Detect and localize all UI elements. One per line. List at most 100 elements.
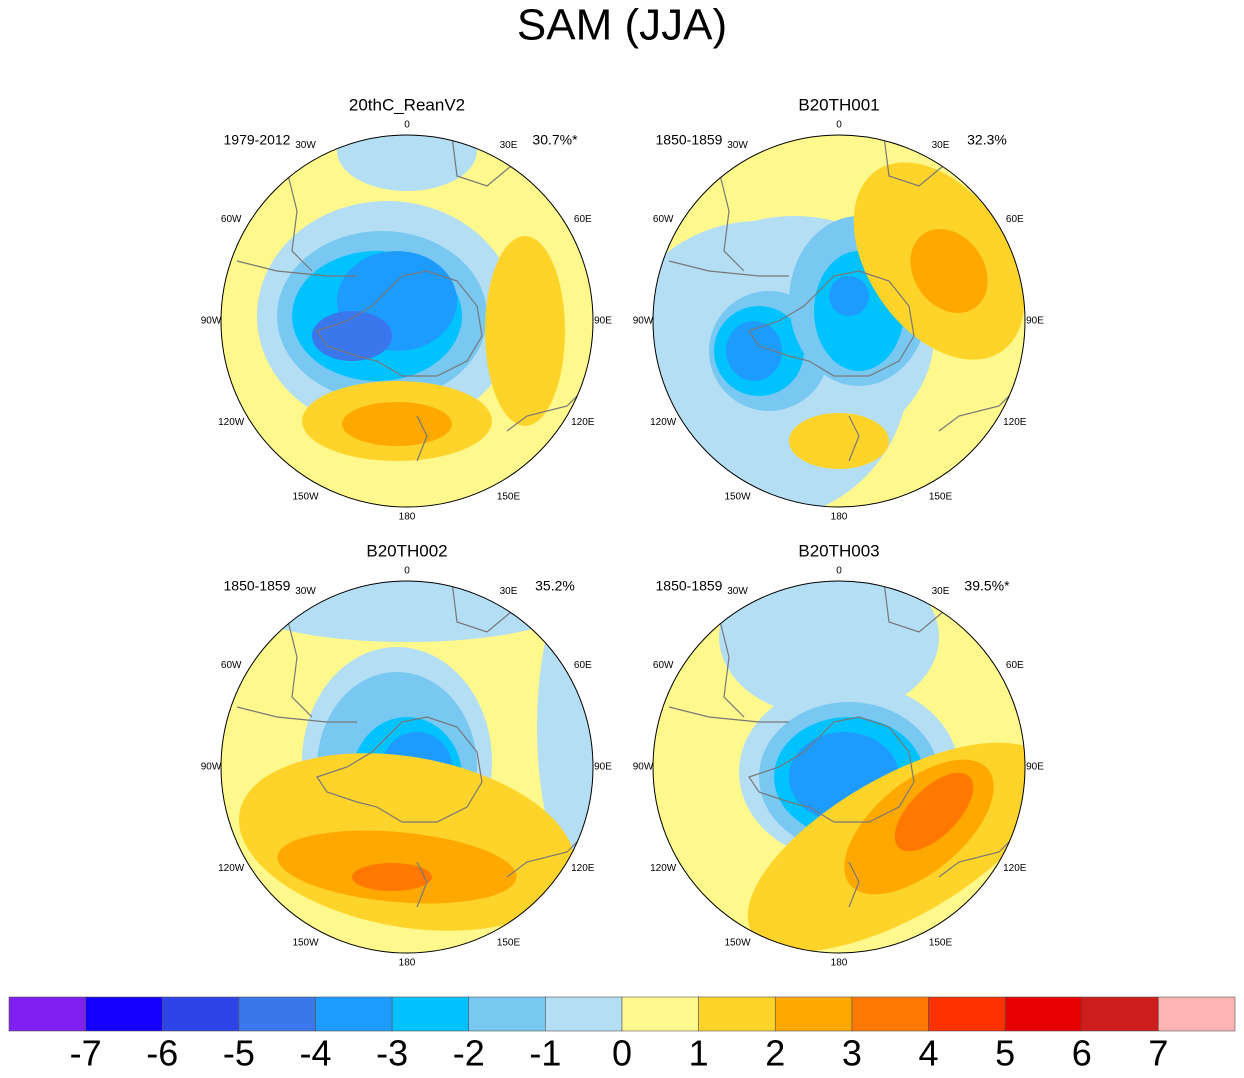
contour-region	[337, 135, 477, 191]
contour-region	[789, 413, 889, 469]
contour-region	[352, 863, 432, 891]
colorbar-box	[928, 996, 1006, 1032]
longitude-label: 30W	[295, 140, 316, 151]
coastline	[316, 716, 483, 823]
longitude-label: 120E	[1003, 417, 1027, 428]
longitude-label: 0	[404, 566, 410, 577]
panel-period: 1850-1859	[224, 578, 291, 594]
colorbar-label: 0	[612, 1033, 632, 1074]
colorbar-box	[85, 996, 163, 1032]
longitude-label: 60E	[574, 214, 592, 225]
panel-title: 20thC_ReanV2	[349, 95, 465, 114]
longitude-label: 30E	[500, 586, 518, 597]
contour-region	[312, 311, 392, 361]
colorbar-box	[468, 996, 546, 1032]
longitude-label: 90E	[1026, 762, 1044, 773]
colorbar-label: -6	[146, 1033, 178, 1074]
longitude-label: 90W	[633, 762, 654, 773]
longitude-label: 60E	[1006, 214, 1024, 225]
longitude-label: 150E	[929, 491, 953, 502]
longitude-label: 60W	[653, 660, 674, 671]
coastline	[236, 581, 593, 908]
panel-title: B20TH003	[798, 541, 879, 560]
longitude-label: 0	[836, 120, 842, 131]
colorbar-label: 6	[1072, 1033, 1092, 1074]
contour-region	[485, 236, 565, 426]
longitude-label: 90E	[594, 762, 612, 773]
map-border	[652, 580, 1026, 954]
colorbar-box	[1081, 996, 1159, 1032]
colorbar-box	[161, 996, 240, 1032]
longitude-label: 120E	[1003, 863, 1027, 874]
colorbar-label: -2	[453, 1033, 485, 1074]
longitude-label: 150E	[497, 491, 521, 502]
longitude-label: 30E	[932, 140, 950, 151]
map-border	[220, 580, 594, 954]
longitude-label: 60W	[221, 214, 242, 225]
longitude-label: 150W	[292, 937, 319, 948]
longitude-label: 180	[831, 958, 848, 969]
contour-region	[726, 321, 782, 381]
longitude-label: 120W	[218, 863, 245, 874]
longitude-label: 150E	[497, 937, 521, 948]
longitude-label: 180	[399, 958, 416, 969]
panel-variance: 39.5%*	[964, 578, 1010, 594]
panels: 20thC_ReanV2 1979-2012 30.7%* 0 30E 60E 90E 120…	[201, 95, 1045, 969]
coastline	[668, 135, 1025, 462]
longitude-label: 120W	[218, 417, 245, 428]
map-fill	[653, 581, 1025, 953]
longitude-label: 150W	[724, 937, 751, 948]
coastline	[748, 716, 915, 823]
panel-title: B20TH001	[798, 95, 879, 114]
panel-title: B20TH002	[366, 541, 447, 560]
longitude-label: 30W	[727, 586, 748, 597]
longitude-label: 150E	[929, 937, 953, 948]
longitude-label: 0	[836, 566, 842, 577]
colorbar-label: -7	[70, 1033, 102, 1074]
panel-period: 1850-1859	[656, 132, 723, 148]
longitude-label: 120W	[650, 863, 677, 874]
colorbar-label: 3	[842, 1033, 862, 1074]
contour-region	[719, 581, 939, 717]
map-fill	[221, 135, 593, 507]
colorbar-label: 5	[995, 1033, 1015, 1074]
colorbar-label: -5	[223, 1033, 255, 1074]
panel-variance: 32.3%	[967, 132, 1007, 148]
contour-region	[829, 276, 869, 316]
coastline	[748, 270, 915, 377]
colorbar: -7 -6 -5 -4 -3 -2 -1 0 1 2 3 4 5 6 7	[8, 996, 1236, 1074]
longitude-label: 180	[831, 512, 848, 523]
map-fill	[221, 581, 593, 953]
colorbar-box	[391, 996, 470, 1032]
colorbar-box	[1158, 996, 1236, 1032]
colorbar-label: 2	[765, 1033, 785, 1074]
figure-title: SAM (JJA)	[517, 1, 727, 50]
panel-period: 1979-2012	[224, 132, 291, 148]
colorbar-box	[1004, 996, 1083, 1032]
map-fill	[653, 135, 1025, 507]
coastline	[236, 135, 593, 462]
contour-region	[894, 772, 974, 852]
colorbar-label: -4	[299, 1033, 331, 1074]
longitude-label: 150W	[724, 491, 751, 502]
map-panel: B20TH002 1850-1859 35.2% 0 30E 60E 90E 120E 150E…	[201, 541, 613, 969]
contour-region	[910, 229, 988, 313]
longitude-label: 60W	[653, 214, 674, 225]
map-border	[220, 134, 594, 508]
longitude-label: 0	[404, 120, 410, 131]
longitude-label: 120E	[571, 863, 595, 874]
longitude-label: 30E	[932, 586, 950, 597]
colorbar-box	[774, 996, 853, 1032]
coastline	[668, 581, 1025, 908]
colorbar-box	[545, 996, 623, 1032]
longitude-label: 30W	[727, 140, 748, 151]
map-border	[652, 134, 1026, 508]
longitude-label: 90W	[633, 316, 654, 327]
longitude-label: 90E	[594, 316, 612, 327]
colorbar-label: 4	[918, 1033, 938, 1074]
longitude-label: 180	[399, 512, 416, 523]
longitude-label: 60E	[1006, 660, 1024, 671]
panel-variance: 35.2%	[535, 578, 575, 594]
longitude-label: 150W	[292, 491, 319, 502]
